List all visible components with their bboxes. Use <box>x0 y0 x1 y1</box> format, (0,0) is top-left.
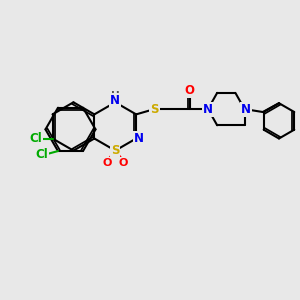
Text: O: O <box>102 158 112 168</box>
Text: N: N <box>110 94 120 107</box>
Text: H: H <box>111 91 120 101</box>
Text: Cl: Cl <box>29 132 42 145</box>
Text: O: O <box>119 158 128 168</box>
Text: N: N <box>241 103 251 116</box>
Text: S: S <box>150 103 159 116</box>
Text: Cl: Cl <box>35 148 48 160</box>
Text: S: S <box>111 144 119 157</box>
Text: N: N <box>134 132 144 145</box>
Text: N: N <box>203 103 213 116</box>
Text: O: O <box>185 84 195 97</box>
